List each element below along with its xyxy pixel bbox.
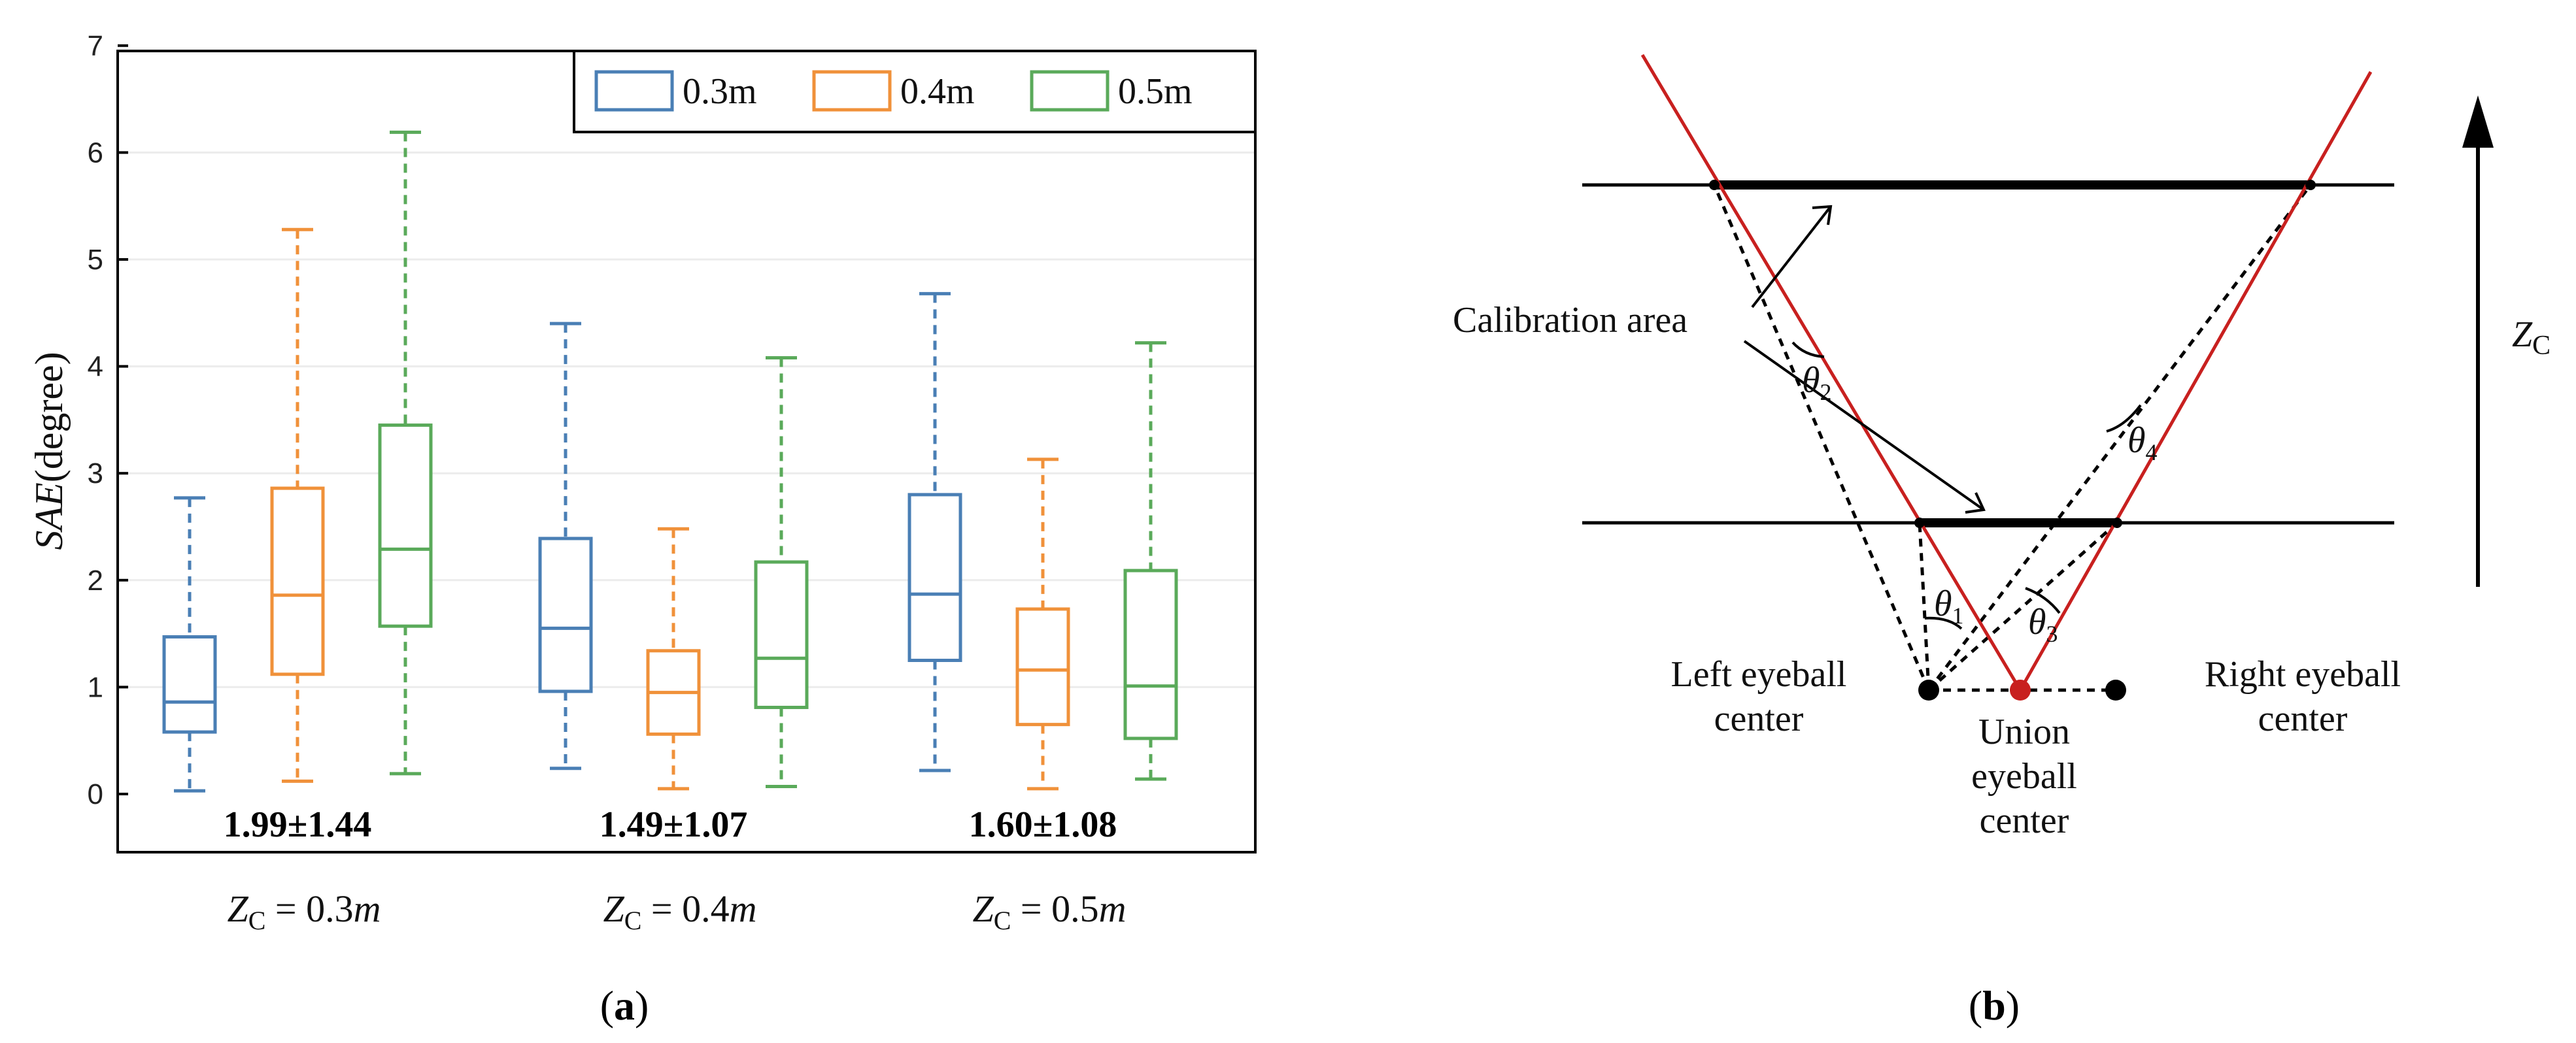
- legend-frame: [573, 50, 1257, 133]
- box-0.4m-group-1: [270, 227, 325, 783]
- x-category-label: ZC = 0.4m: [603, 887, 756, 935]
- ray-left-to-upper-left: [1712, 184, 1931, 691]
- calibration-area-label: Calibration area: [1453, 300, 1687, 340]
- theta1-arc: [1924, 616, 1963, 630]
- summary-stats: 1.99±1.44 1.49±1.07 1.60±1.08: [224, 804, 1117, 845]
- union-eyeball-label: Union eyeball center: [1971, 712, 2077, 841]
- theta2-label: θ2: [1802, 360, 1832, 405]
- legend-swatch-0.3m: [594, 70, 674, 112]
- x-category-labels: ZC = 0.3m ZC = 0.4m ZC = 0.5m: [227, 887, 1126, 935]
- y-axis-label: SAE(degree): [27, 352, 71, 550]
- left-eyeball-dot: [1918, 680, 1939, 701]
- stat-label: 1.60±1.08: [969, 804, 1117, 845]
- left-eyeball-label: Left eyeball center: [1671, 654, 1847, 739]
- x-category-label: ZC = 0.5m: [972, 887, 1126, 935]
- box-iqr: [907, 493, 962, 662]
- x-category-label: ZC = 0.3m: [227, 887, 381, 935]
- box-iqr: [378, 423, 433, 628]
- calibration-arrow-lower: [1743, 340, 1985, 511]
- ray-left-to-upper-right: [1927, 184, 2312, 691]
- box-iqr: [754, 560, 809, 709]
- stat-label: 1.49±1.07: [600, 804, 748, 845]
- box-iqr: [1123, 569, 1178, 740]
- panel-b-diagram: Calibration area ZC θ1 θ2 θ3 θ4 Left eye…: [1453, 54, 2551, 1029]
- zc-axis-label: ZC: [2512, 314, 2551, 361]
- lower-left-endpoint: [1914, 518, 1925, 528]
- legend-label-0.5m: 0.5m: [1118, 71, 1193, 112]
- y-tick-label: 3: [88, 457, 103, 489]
- box-0.3m-group-2: [538, 322, 593, 770]
- union-ray-right: [2018, 71, 2373, 691]
- y-tick-label: 0: [88, 778, 103, 810]
- box-0.5m-group-3: [1123, 341, 1178, 781]
- endpoint-dots: [1709, 180, 2316, 528]
- zc-axis-arrowhead: [2462, 95, 2494, 148]
- theta3-label: θ3: [2028, 602, 2058, 647]
- box-iqr: [270, 486, 325, 676]
- calibration-arrows: [1743, 205, 1986, 514]
- lower-right-endpoint: [2112, 518, 2122, 528]
- box-0.5m-group-1: [378, 130, 433, 776]
- theta2-arc: [1791, 341, 1825, 358]
- legend-label-0.4m: 0.4m: [900, 71, 975, 112]
- legend-swatch-0.5m: [1030, 70, 1110, 112]
- angle-arcs: [1791, 341, 2142, 630]
- box-0.4m-group-3: [1015, 457, 1070, 791]
- y-axis-label-unit: (degree): [27, 352, 71, 482]
- box-iqr: [1015, 607, 1070, 727]
- y-tick-label: 1: [88, 671, 103, 703]
- box-0.3m-group-3: [907, 291, 962, 772]
- y-tick-label: 4: [88, 351, 103, 383]
- theta4-arc: [2106, 404, 2142, 433]
- box-0.5m-group-2: [754, 356, 809, 789]
- y-axis-label-italic: SAE: [27, 482, 71, 550]
- upper-right-endpoint: [2305, 180, 2316, 190]
- y-tick-label: 2: [88, 565, 103, 597]
- right-eyeball-label: Right eyeball center: [2205, 654, 2401, 739]
- upper-left-endpoint: [1709, 180, 1720, 190]
- theta4-label: θ4: [2127, 420, 2158, 465]
- panel-a-box-plot: 0 1 2 3 4 5 6 7 SAE(degree) 0.3m 0.4m 0.5m 1.99±1…: [27, 30, 1257, 1029]
- y-axis-ticks: 0 1 2 3 4 5 6 7: [88, 30, 128, 810]
- theta1-label: θ1: [1934, 584, 1964, 629]
- dotted-rays: [1712, 184, 2312, 692]
- y-tick-label: 5: [88, 244, 103, 276]
- y-tick-label: 7: [88, 30, 103, 62]
- box-iqr: [162, 635, 217, 734]
- union-eyeball-dot: [2010, 680, 2031, 701]
- box-0.3m-group-1: [162, 496, 217, 793]
- box-plot-marks: [162, 130, 1178, 793]
- stat-label: 1.99±1.44: [224, 804, 372, 845]
- y-tick-label: 6: [88, 137, 103, 169]
- box-iqr: [538, 537, 593, 693]
- union-ray-left: [1640, 54, 2022, 691]
- calibration-arrowhead-lower: [1965, 492, 1986, 514]
- calibration-arrowhead-upper: [1812, 205, 1833, 225]
- calibration-arrow-upper: [1751, 205, 1832, 308]
- panel-a-label: (a): [600, 982, 649, 1029]
- legend: 0.3m 0.4m 0.5m: [573, 50, 1257, 133]
- legend-label-0.3m: 0.3m: [683, 71, 757, 112]
- right-eyeball-dot: [2105, 680, 2126, 701]
- legend-swatch-0.4m: [812, 70, 892, 112]
- theta3-arc: [2025, 587, 2061, 614]
- ray-left-to-lower-left: [1918, 522, 1931, 691]
- panel-b-label: (b): [1969, 982, 2020, 1029]
- box-0.4m-group-2: [646, 527, 701, 791]
